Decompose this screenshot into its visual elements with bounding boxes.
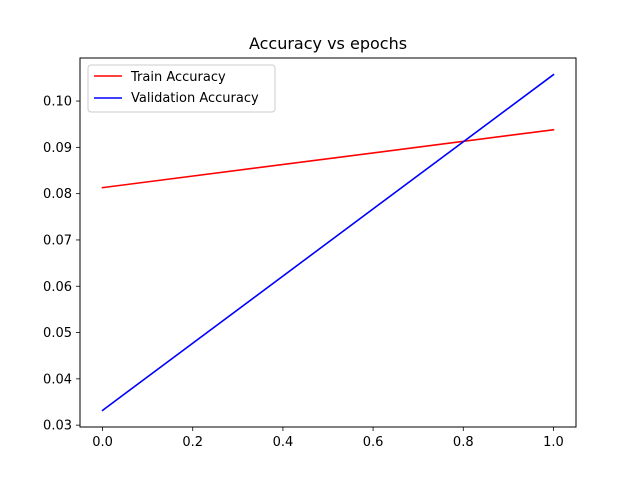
y-tick-label: 0.08 <box>43 187 72 202</box>
y-tick-label: 0.04 <box>43 372 72 387</box>
y-tick-label: 0.05 <box>43 326 72 341</box>
legend: Train Accuracy Validation Accuracy <box>87 64 276 113</box>
y-tick-label: 0.06 <box>43 280 72 295</box>
x-tick-label: 1.0 <box>543 435 564 450</box>
y-tick-label: 0.07 <box>43 233 72 248</box>
plot-frame <box>79 57 577 428</box>
y-tick-label: 0.10 <box>43 95 72 110</box>
legend-label-train-accuracy: Train Accuracy <box>130 70 226 85</box>
series-layer <box>101 73 555 412</box>
x-tick-label: 0.6 <box>363 435 384 450</box>
series-line-validation-accuracy <box>101 73 555 412</box>
series-line-train-accuracy <box>101 128 555 189</box>
legend-label-validation-accuracy: Validation Accuracy <box>131 91 259 106</box>
y-axis: 0.03 0.04 0.05 0.06 0.07 0.08 0.09 0.10 <box>43 95 80 434</box>
x-axis: 0.0 0.2 0.4 0.6 0.8 1.0 <box>92 427 564 450</box>
y-tick-label: 0.09 <box>43 141 72 156</box>
x-tick-label: 0.0 <box>92 435 113 450</box>
y-tick-label: 0.03 <box>43 419 72 434</box>
legend-box <box>87 64 276 113</box>
x-tick-label: 0.2 <box>182 435 203 450</box>
x-tick-label: 0.8 <box>453 435 474 450</box>
chart-title: Accuracy vs epochs <box>249 34 407 53</box>
x-tick-label: 0.4 <box>273 435 294 450</box>
